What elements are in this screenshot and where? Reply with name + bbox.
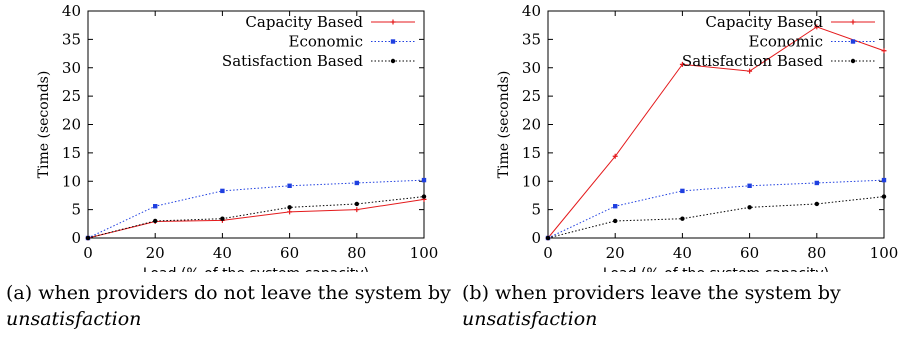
legend-marker-economic	[850, 39, 856, 44]
y-tick-label: 10	[62, 172, 81, 190]
data-point-economic	[421, 177, 427, 183]
data-point-capacity-based	[881, 48, 887, 54]
y-tick-label: 30	[522, 59, 541, 77]
data-point-satisfaction-based	[680, 216, 685, 221]
x-tick-label: 40	[673, 244, 692, 262]
legend-marker-satisfaction-based	[850, 58, 856, 64]
y-tick-label: 25	[62, 87, 81, 105]
legend-label-economic: Economic	[749, 33, 824, 51]
y-tick-label: 15	[62, 144, 81, 162]
x-tick-label: 80	[347, 244, 366, 262]
data-point-economic	[354, 180, 359, 186]
data-point-satisfaction-based	[85, 235, 91, 241]
plot-frame	[547, 10, 885, 239]
y-tick-label: 35	[62, 30, 81, 48]
data-point-economic	[680, 188, 685, 194]
legend-label-economic: Economic	[289, 33, 364, 51]
y-tick-label: 40	[522, 2, 541, 20]
data-point-capacity-based	[814, 24, 820, 30]
x-tick-label: 20	[146, 244, 165, 262]
data-point-satisfaction-based	[747, 205, 752, 210]
x-tick-label: 40	[213, 244, 232, 262]
legend-marker-economic	[390, 39, 396, 44]
x-tick-label: 60	[280, 244, 299, 262]
data-point-economic	[220, 188, 225, 194]
series-line-economic	[87, 179, 425, 239]
series-line-satisfaction-based	[547, 196, 885, 239]
chart-panel-b: 0 5 10 15 20 25 30 35 40 0 20 40 60 80 100 Load (% of t…	[460, 0, 917, 272]
y-tick-label: 0	[71, 229, 81, 247]
x-tick-label: 0	[83, 244, 93, 262]
data-point-economic	[814, 180, 819, 186]
y-tick-label: 5	[71, 201, 81, 219]
data-point-economic	[287, 183, 292, 188]
legend-marker-satisfaction-based	[390, 58, 396, 64]
caption-b-emphasis: unsatisfaction	[462, 308, 598, 330]
data-point-satisfaction-based	[545, 235, 551, 241]
caption-b: (b) when providers leave the system by u…	[462, 280, 912, 332]
y-tick-label: 0	[531, 229, 541, 247]
y-tick-label: 20	[62, 116, 81, 134]
x-tick-label: 60	[740, 244, 759, 262]
caption-a-text: (a) when providers do not leave the syst…	[6, 282, 451, 304]
data-point-satisfaction-based	[153, 218, 158, 224]
caption-b-text: (b) when providers leave the system by	[462, 282, 841, 304]
legend-label-satisfaction-based: Satisfaction Based	[682, 52, 823, 70]
x-axis-label: Load (% of the system capacity)	[143, 266, 369, 272]
plot-frame	[87, 10, 425, 239]
data-point-capacity-based	[287, 209, 293, 215]
data-point-capacity-based	[354, 207, 360, 213]
data-point-satisfaction-based	[220, 216, 225, 221]
y-tick-label: 5	[531, 201, 541, 219]
x-tick-label: 80	[807, 244, 826, 262]
y-axis-label: Time (seconds)	[496, 71, 512, 179]
legend-label-capacity-based: Capacity Based	[705, 13, 823, 31]
data-point-capacity-based	[612, 153, 618, 159]
x-axis-label: Load (% of the system capacity)	[603, 266, 829, 272]
series-line-capacity-based	[87, 198, 425, 239]
y-tick-label: 30	[62, 59, 81, 77]
chart-a-svg: 0 5 10 15 20 25 30 35 40 0 20 40 60 80 100 Load (% of t…	[36, 2, 439, 272]
legend-label-capacity-based: Capacity Based	[245, 13, 363, 31]
x-tick-label: 100	[410, 244, 439, 262]
chart-panel-a: 0 5 10 15 20 25 30 35 40 0 20 40 60 80 100 Load (% of t…	[0, 0, 460, 272]
y-tick-label: 35	[522, 30, 541, 48]
x-tick-label: 20	[606, 244, 625, 262]
legend-marker-capacity-based	[850, 19, 856, 25]
y-axis-label: Time (seconds)	[36, 71, 52, 179]
data-point-economic	[881, 177, 887, 183]
data-point-capacity-based	[679, 61, 685, 67]
data-point-economic	[153, 204, 158, 209]
series-line-satisfaction-based	[87, 196, 425, 239]
y-tick-label: 25	[522, 87, 541, 105]
data-point-economic	[747, 183, 752, 188]
x-tick-label: 100	[870, 244, 899, 262]
caption-a: (a) when providers do not leave the syst…	[6, 280, 451, 332]
y-tick-label: 20	[522, 116, 541, 134]
data-point-satisfaction-based	[354, 201, 359, 207]
legend-marker-capacity-based	[390, 19, 396, 25]
data-point-satisfaction-based	[814, 201, 819, 207]
data-point-economic	[613, 204, 618, 209]
y-tick-label: 40	[62, 2, 81, 20]
data-point-satisfaction-based	[287, 205, 292, 210]
data-point-satisfaction-based	[881, 194, 887, 199]
y-tick-label: 15	[522, 144, 541, 162]
data-point-satisfaction-based	[421, 194, 427, 199]
data-point-satisfaction-based	[613, 218, 618, 224]
caption-a-emphasis: unsatisfaction	[6, 308, 142, 330]
x-tick-label: 0	[543, 244, 553, 262]
series-line-capacity-based	[547, 26, 885, 239]
series-line-economic	[547, 179, 885, 239]
y-tick-label: 10	[522, 172, 541, 190]
chart-b-svg: 0 5 10 15 20 25 30 35 40 0 20 40 60 80 100 Load (% of t…	[496, 2, 899, 272]
legend-label-satisfaction-based: Satisfaction Based	[222, 52, 363, 70]
data-point-capacity-based	[747, 68, 753, 74]
